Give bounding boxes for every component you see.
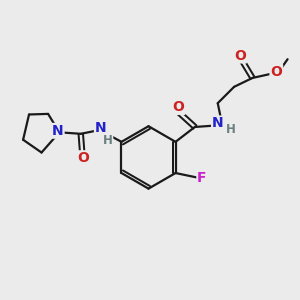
- Text: N: N: [52, 124, 64, 138]
- Text: H: H: [103, 134, 112, 147]
- Text: H: H: [226, 122, 236, 136]
- Text: O: O: [172, 100, 184, 114]
- Text: F: F: [197, 171, 207, 185]
- Text: O: O: [234, 49, 246, 63]
- Text: O: O: [270, 65, 282, 79]
- Text: N: N: [95, 122, 106, 136]
- Text: N: N: [212, 116, 224, 130]
- Text: O: O: [77, 151, 89, 165]
